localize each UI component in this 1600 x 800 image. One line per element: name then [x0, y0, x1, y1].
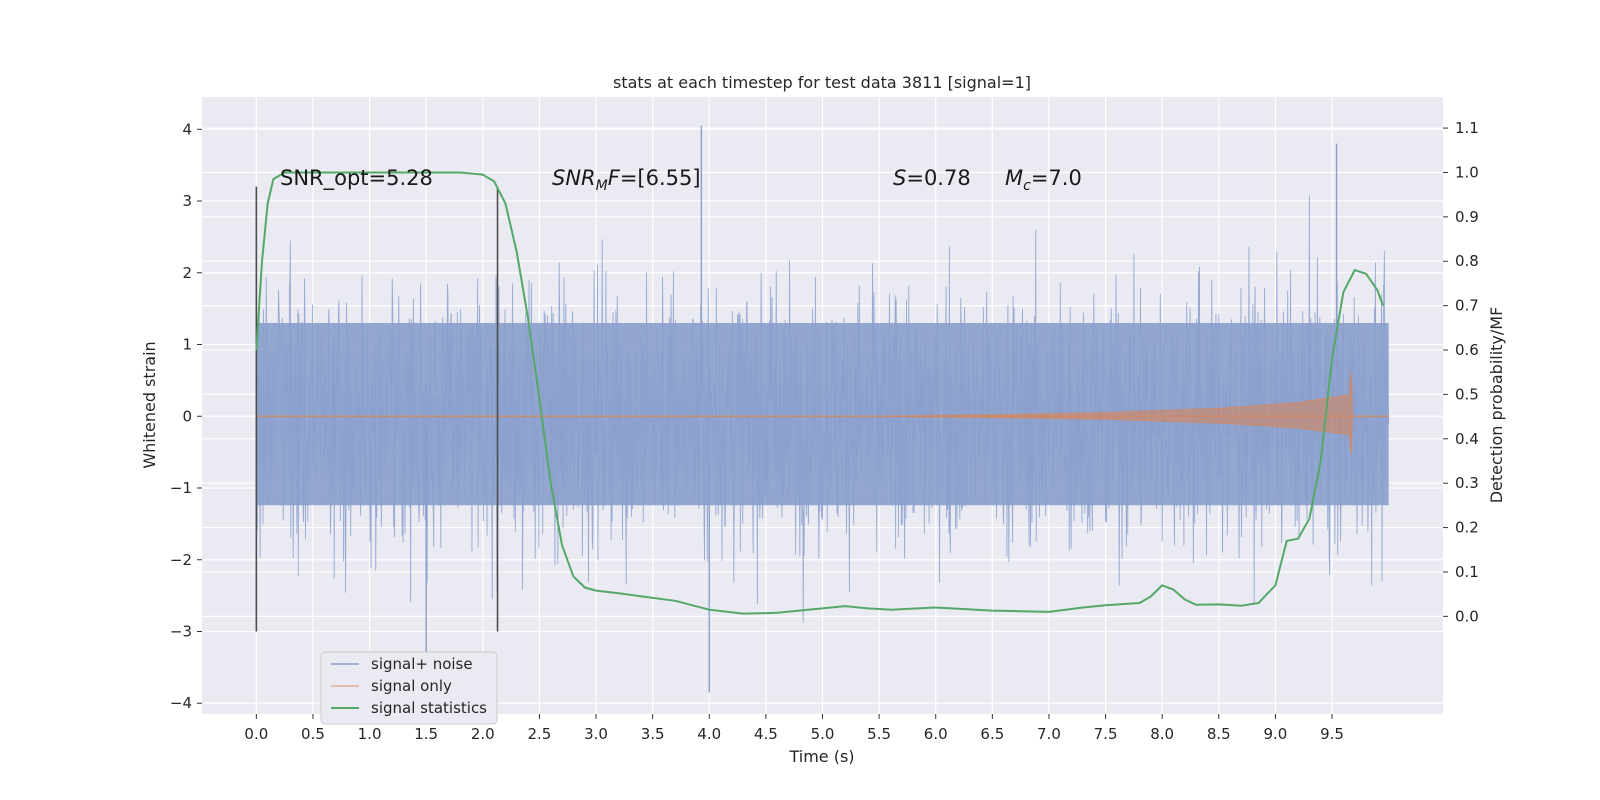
x-tick-label: 2.0 [471, 725, 495, 743]
y-axis-ticks: 4 3 2 1 0 −1 −2 −3 −4 [170, 120, 202, 712]
signal-statistics-line [255, 171, 1384, 615]
y-tick-label: −2 [170, 551, 192, 569]
x-tick-label: 7.5 [1094, 725, 1118, 743]
y-tick-label: −1 [170, 479, 192, 497]
y-tick-label: 1 [182, 336, 192, 354]
x-tick-label: 4.0 [697, 725, 721, 743]
y-right-tick-label: 0.2 [1455, 519, 1479, 537]
x-tick-label: 3.0 [584, 725, 608, 743]
x-tick-label: 2.5 [527, 725, 551, 743]
y-tick-label: 3 [182, 192, 192, 210]
x-tick-label: 8.0 [1150, 725, 1174, 743]
x-tick-label: 5.5 [867, 725, 891, 743]
x-axis-ticks: 0.0 0.5 1.0 1.5 2.0 2.5 3.0 3.5 4.0 4.5 5.0 5.5 6.0 6… [244, 714, 1344, 743]
y-right-tick-label: 0.9 [1455, 208, 1479, 226]
annotation-snr-mf: SNRMF=[6.55] [552, 166, 701, 194]
annotation-chirp-mass: Mc=7.0 [1005, 166, 1082, 194]
x-tick-label: 0.5 [301, 725, 325, 743]
y-right-tick-label: 0.3 [1455, 474, 1479, 492]
signal-only-envelope [256, 371, 1389, 455]
signal-statistics-series [255, 171, 1384, 615]
x-tick-label: 0.0 [244, 725, 268, 743]
y-tick-label: 0 [182, 407, 192, 425]
y-tick-label: 4 [182, 120, 192, 138]
x-tick-label: 3.5 [641, 725, 665, 743]
y-right-axis-label: Detection probability/MF [1487, 307, 1506, 504]
y-right-tick-label: 0.6 [1455, 341, 1479, 359]
x-tick-label: 9.5 [1320, 725, 1344, 743]
chart-title: stats at each timestep for test data 381… [613, 73, 1031, 92]
legend: signal+ noise signal only signal statist… [320, 651, 498, 725]
x-tick-label: 8.5 [1207, 725, 1231, 743]
legend-label-signal-statistics: signal statistics [371, 699, 487, 717]
x-tick-label: 1.0 [358, 725, 382, 743]
x-tick-label: 7.0 [1037, 725, 1061, 743]
y-right-tick-label: 0.4 [1455, 430, 1479, 448]
y-right-tick-label: 0.8 [1455, 252, 1479, 270]
y-right-tick-label: 0.7 [1455, 297, 1479, 315]
y-axis-label: Whitened strain [140, 341, 159, 468]
x-tick-label: 6.5 [980, 725, 1004, 743]
x-tick-label: 6.0 [924, 725, 948, 743]
vertical-markers [255, 186, 499, 632]
legend-box [320, 651, 498, 725]
x-tick-label: 4.5 [754, 725, 778, 743]
y-right-tick-label: 1.0 [1455, 163, 1479, 181]
y-right-tick-label: 0.5 [1455, 385, 1479, 403]
y-tick-label: 2 [182, 264, 192, 282]
legend-label-signal-noise: signal+ noise [371, 655, 473, 673]
annotation-snr-opt: SNR_opt=5.28 [280, 166, 433, 191]
y-right-axis-ticks: 1.1 1.0 0.9 0.8 0.7 0.6 0.5 0.4 0.3 0.2 0.1 0.0 [1443, 119, 1479, 625]
x-axis-label: Time (s) [788, 747, 854, 766]
x-tick-label: 5.0 [811, 725, 835, 743]
y-right-tick-label: 1.1 [1455, 119, 1479, 137]
y-right-tick-label: 0.1 [1455, 563, 1479, 581]
annotation-spin: S=0.78 [893, 166, 971, 190]
y-tick-label: −3 [170, 622, 192, 640]
annotations: SNR_opt=5.28 SNRMF=[6.55] S=0.78 Mc=7.0 [280, 166, 1082, 194]
legend-label-signal-only: signal only [371, 677, 452, 695]
signal-only-series [256, 371, 1389, 455]
y-right-tick-label: 0.0 [1455, 607, 1479, 625]
x-tick-label: 9.0 [1263, 725, 1287, 743]
x-tick-label: 1.5 [414, 725, 438, 743]
y-tick-label: −4 [170, 694, 192, 712]
